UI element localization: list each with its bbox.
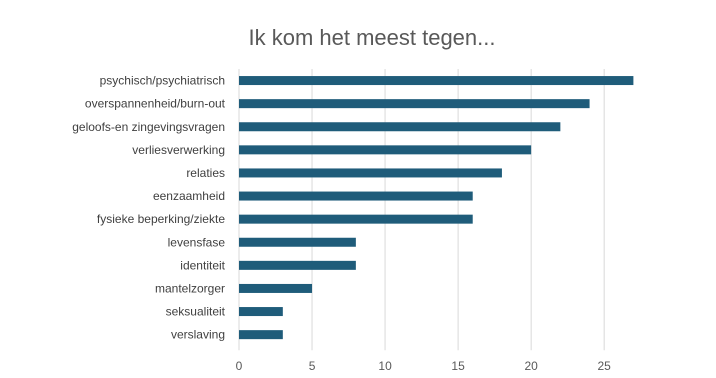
chart-title: Ik kom het meest tegen... [248, 25, 495, 50]
category-label: verliesverwerking [132, 143, 225, 157]
x-axis-tick-labels: 0 5 10 15 20 25 [236, 359, 612, 373]
category-label: overspannenheid/burn-out [85, 97, 226, 111]
bar [239, 168, 502, 178]
bar [239, 214, 473, 224]
x-tick-label: 5 [309, 359, 316, 373]
category-label: geloofs-en zingevingsvragen [72, 120, 225, 134]
category-label: identiteit [180, 258, 225, 272]
bar [239, 122, 561, 132]
x-tick-label: 0 [236, 359, 243, 373]
gridlines [238, 69, 605, 351]
bar [239, 260, 356, 270]
category-labels: psychisch/psychiatrisch overspannenheid/b… [72, 74, 225, 342]
category-label: mantelzorger [155, 281, 225, 295]
category-label: verslaving [171, 328, 225, 342]
x-tick-label: 15 [451, 359, 465, 373]
bar [239, 145, 532, 155]
category-label: eenzaamheid [153, 189, 225, 203]
bar [239, 191, 473, 201]
bar [239, 330, 283, 340]
x-tick-label: 25 [597, 359, 611, 373]
category-label: seksualiteit [166, 305, 226, 319]
bars [239, 76, 634, 340]
x-tick-label: 10 [378, 359, 392, 373]
category-label: levensfase [168, 235, 226, 249]
bar [239, 283, 313, 293]
bar [239, 237, 356, 247]
x-tick-label: 20 [524, 359, 538, 373]
bar [239, 99, 590, 109]
category-label: relaties [186, 166, 225, 180]
bar [239, 76, 634, 86]
category-label: fysieke beperking/ziekte [97, 212, 225, 226]
bar [239, 307, 283, 317]
category-label: psychisch/psychiatrisch [100, 74, 225, 88]
